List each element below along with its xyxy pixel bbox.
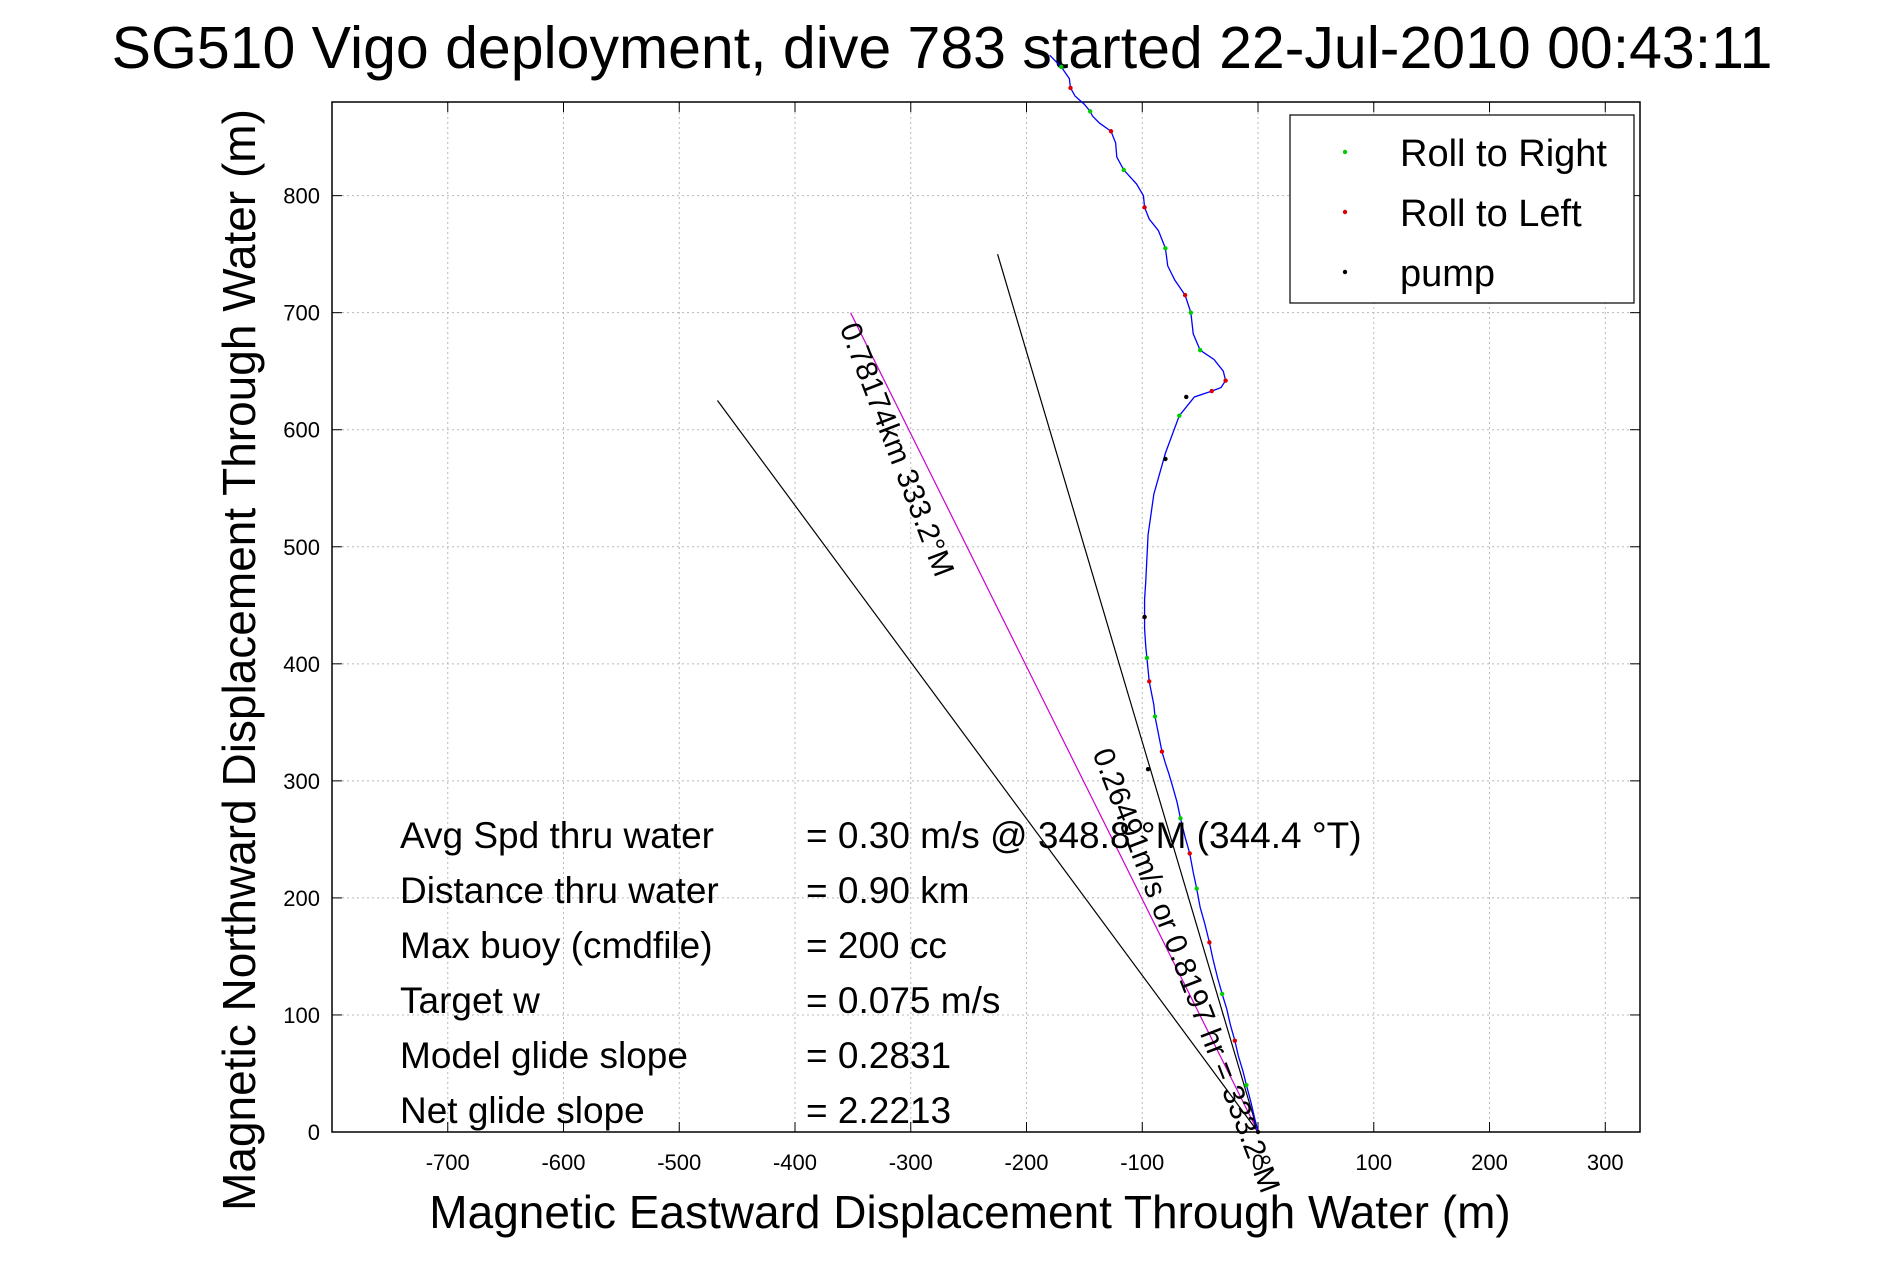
roll-left-point	[1108, 129, 1114, 134]
stat-value: = 2.2213	[806, 1090, 951, 1131]
legend-marker-2	[1342, 269, 1348, 275]
roll-left-point	[1182, 292, 1188, 298]
legend-marker-1	[1342, 209, 1348, 215]
y-tick-label: 100	[283, 1003, 320, 1028]
roll-right-point	[1163, 246, 1168, 251]
stat-label: Distance thru water	[400, 870, 719, 911]
roll-right-point	[1087, 109, 1093, 114]
roll-right-point	[1178, 816, 1183, 821]
stat-value: = 0.90 km	[806, 870, 970, 911]
pump-point	[1255, 1129, 1261, 1135]
legend-label: Roll to Left	[1400, 193, 1582, 235]
x-tick-label: -100	[1120, 1150, 1164, 1175]
x-tick-label: 0	[1252, 1150, 1264, 1175]
y-tick-label: 500	[283, 535, 320, 560]
reference-lines	[716, 253, 1259, 1133]
roll-right-point	[1194, 886, 1199, 891]
x-tick-label: -200	[1004, 1150, 1048, 1175]
stat-value: = 200 cc	[806, 925, 947, 966]
pump-point	[1163, 456, 1168, 462]
roll-right-point	[1177, 413, 1182, 418]
stat-value: = 0.30 m/s @ 348.8 °M (344.4 °T)	[806, 815, 1362, 856]
y-tick-label: 200	[283, 886, 320, 911]
roll-left-point	[1207, 940, 1212, 945]
roll-left-point	[1232, 1038, 1238, 1043]
x-tick-label: 200	[1471, 1150, 1508, 1175]
annotation-1: 0.26491m/s or 0.8197 hr = 333.2°M	[1086, 744, 1286, 1198]
roll-left-point	[1142, 205, 1147, 210]
stat-label: Target w	[400, 980, 540, 1021]
roll-right-point	[1188, 310, 1194, 315]
roll-left-point	[1209, 388, 1214, 394]
roll-left-point	[1068, 85, 1073, 91]
reference-line-1	[716, 400, 1259, 1133]
roll-left-point	[1147, 679, 1152, 684]
x-tick-label: -500	[657, 1150, 701, 1175]
roll-right-point	[1121, 167, 1126, 173]
chart-title: SG510 Vigo deployment, dive 783 started …	[112, 15, 1773, 81]
legend-label: pump	[1400, 253, 1495, 295]
x-tick-label: -400	[773, 1150, 817, 1175]
pump-point	[1145, 766, 1151, 772]
legend-box	[1289, 114, 1635, 304]
y-tick-label: 600	[283, 418, 320, 443]
y-tick-label: 800	[283, 184, 320, 209]
x-axis-label: Magnetic Eastward Displacement Through W…	[429, 1186, 1510, 1238]
stat-label: Model glide slope	[400, 1035, 688, 1076]
track-line	[1049, 54, 1259, 1133]
x-tick-label: -700	[426, 1150, 470, 1175]
y-axis-label: Magnetic Northward Displacement Through …	[213, 109, 265, 1211]
roll-right-point	[1197, 347, 1203, 353]
roll-right-point	[1144, 655, 1150, 661]
stat-label: Max buoy (cmdfile)	[400, 925, 713, 966]
roll-left-point	[1187, 851, 1192, 856]
y-tick-label: 400	[283, 652, 320, 677]
pump-point	[1142, 614, 1147, 620]
stat-value: = 0.075 m/s	[806, 980, 1000, 1021]
legend-marker-0	[1342, 149, 1348, 155]
series	[1049, 54, 1261, 1135]
roll-right-point	[1244, 1082, 1249, 1088]
x-tick-label: -300	[889, 1150, 933, 1175]
legend: Roll to Right Roll to Left pump	[1289, 114, 1635, 304]
stats-block: Avg Spd thru water = 0.30 m/s @ 348.8 °M …	[400, 815, 1362, 1131]
reference-line-0	[996, 253, 1259, 1133]
roll-right-point	[1152, 714, 1158, 719]
y-tick-label: 0	[308, 1120, 320, 1145]
x-tick-label: -600	[541, 1150, 585, 1175]
x-tick-label: 100	[1355, 1150, 1392, 1175]
plot-frame	[331, 101, 1641, 1133]
y-tick-label: 300	[283, 769, 320, 794]
roll-left-point	[1223, 378, 1228, 383]
y-axis-ticks: 0 100 200 300 400 500 600 700 800	[283, 184, 1640, 1145]
roll-right-point	[1219, 991, 1225, 997]
roll-left-point	[1159, 749, 1165, 754]
annotation-0: 0.78174km 333.2°M	[833, 318, 960, 581]
stat-value: = 0.2831	[806, 1035, 951, 1076]
x-axis-ticks: -700 -600 -500 -400 -300 -200 -100 0 100 200 300	[426, 102, 1624, 1175]
stat-label: Avg Spd thru water	[400, 815, 714, 856]
x-tick-label: 300	[1587, 1150, 1624, 1175]
legend-label: Roll to Right	[1400, 133, 1607, 175]
roll-right-point	[1059, 64, 1064, 70]
stat-label: Net glide slope	[400, 1090, 645, 1131]
y-tick-label: 700	[283, 301, 320, 326]
pump-point	[1184, 394, 1189, 400]
reference-line-2	[850, 312, 1259, 1133]
